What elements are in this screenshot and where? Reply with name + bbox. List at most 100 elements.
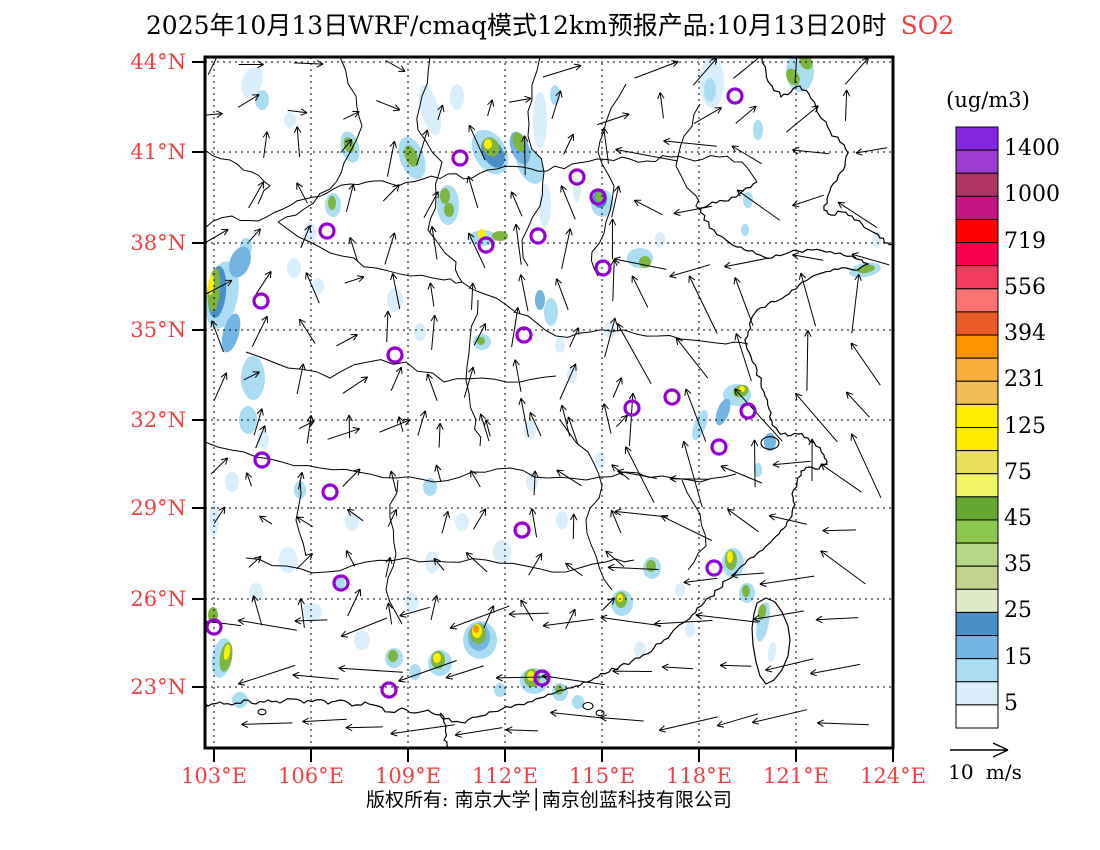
wind-arrow [541, 673, 605, 686]
wind-arrow [561, 228, 573, 270]
wind-arrow [205, 110, 223, 118]
pollution-blob [440, 188, 450, 204]
legend-value: 5 [1004, 690, 1018, 716]
province-border-line [675, 103, 701, 211]
longitude-label: 112°E [472, 764, 538, 788]
pollution-blob [335, 576, 345, 590]
pollution-blob [312, 278, 324, 294]
wind-arrow [398, 660, 457, 683]
wind-arrow [376, 100, 401, 112]
wind-arrow [597, 112, 630, 126]
wind-arrow [342, 376, 369, 394]
wind-arrow [531, 470, 539, 496]
wind-arrow [445, 665, 484, 680]
pollution-blob [767, 642, 777, 662]
wind-arrow [768, 513, 807, 525]
wind-arrow [430, 314, 438, 351]
wind-arrow [429, 226, 438, 260]
wind-arrow [327, 427, 361, 440]
wind-arrow [688, 275, 718, 334]
wind-arrow [390, 724, 455, 737]
pollution-blob [512, 132, 526, 152]
wind-arrow [505, 726, 539, 734]
legend-value: 1400 [1004, 136, 1060, 162]
latitude-label: 44°N [130, 50, 186, 74]
wind-arrow [463, 366, 476, 398]
pollution-blob [544, 298, 558, 326]
wind-arrow [559, 363, 577, 400]
wind-arrow [248, 228, 262, 243]
wind-arrow [772, 460, 811, 468]
copyright: 版权所有: 南京大学│南京创蓝科技有限公司 [366, 789, 732, 811]
pollution-blob [595, 452, 605, 468]
wind-arrow [345, 414, 353, 439]
wind-arrow [243, 371, 260, 381]
forecast-title: 2025年10月13日WRF/cmaq模式12km预报产品:10月13日20时 [145, 11, 887, 40]
legend-value: 719 [1004, 228, 1046, 254]
wind-arrow [551, 90, 563, 120]
wind-arrow [683, 577, 718, 586]
pollution-blob [753, 120, 763, 140]
pollution-blob [414, 323, 426, 341]
pollution-blob [388, 650, 398, 662]
legend-color-step [955, 658, 999, 683]
pollution-blob [727, 551, 733, 563]
pollution-blob [555, 337, 565, 353]
latitude-label: 23°N [130, 675, 186, 699]
longitude-label: 106°E [278, 764, 344, 788]
wind-scale-label: 10 m/s [948, 760, 1022, 784]
province-border-line [277, 221, 463, 284]
province-border-line [277, 57, 363, 223]
pollution-blob [473, 625, 479, 633]
wind-arrow [379, 418, 411, 433]
pollution-blob [754, 463, 762, 477]
wind-arrow [241, 720, 293, 728]
longitude-label: 115°E [569, 764, 635, 788]
wind-arrow [417, 410, 428, 436]
wind-arrow [468, 124, 486, 161]
wind-scale-arrow [950, 742, 1009, 758]
wind-arrow [716, 713, 759, 728]
legend-color-step [955, 542, 999, 567]
legend-color-step [955, 265, 999, 290]
pollution-blob [255, 90, 269, 110]
wind-arrow [613, 256, 667, 270]
wind-arrow [294, 617, 328, 625]
wind-arrow [206, 279, 233, 295]
legend-colorbar [955, 126, 999, 729]
legend-value: 1000 [1004, 182, 1060, 208]
pollution-blob [742, 585, 750, 597]
wind-arrow [550, 709, 606, 719]
wind-arrow [518, 397, 529, 437]
latitude-label: 26°N [130, 587, 186, 611]
pollution-blob [757, 604, 767, 620]
pollution-blob [404, 145, 418, 167]
wind-arrow [735, 105, 757, 124]
latitude-label: 29°N [130, 496, 186, 520]
wind-arrow [433, 557, 445, 571]
pollution-blob [741, 224, 749, 236]
wind-arrow [297, 471, 305, 490]
wind-arrow [731, 571, 765, 579]
wind-arrow [305, 272, 320, 304]
wind-arrow [347, 588, 362, 617]
province-border-line [461, 281, 749, 345]
latitude-label: 41°N [130, 140, 186, 164]
wind-arrow [734, 333, 752, 382]
wind-arrow [600, 614, 662, 627]
legend-color-step [955, 126, 999, 151]
wind-arrow [245, 472, 253, 487]
wind-arrow [855, 147, 888, 156]
wind-arrow [416, 129, 430, 166]
wind-arrow [658, 716, 718, 733]
graticule [205, 57, 893, 748]
station-marker [623, 399, 641, 417]
wind-arrow [340, 617, 388, 638]
station-marker [380, 681, 398, 699]
province-border-line [385, 479, 403, 625]
pollution-blob [433, 653, 441, 663]
wind-arrow [237, 664, 296, 686]
pollution-blob [405, 593, 419, 611]
